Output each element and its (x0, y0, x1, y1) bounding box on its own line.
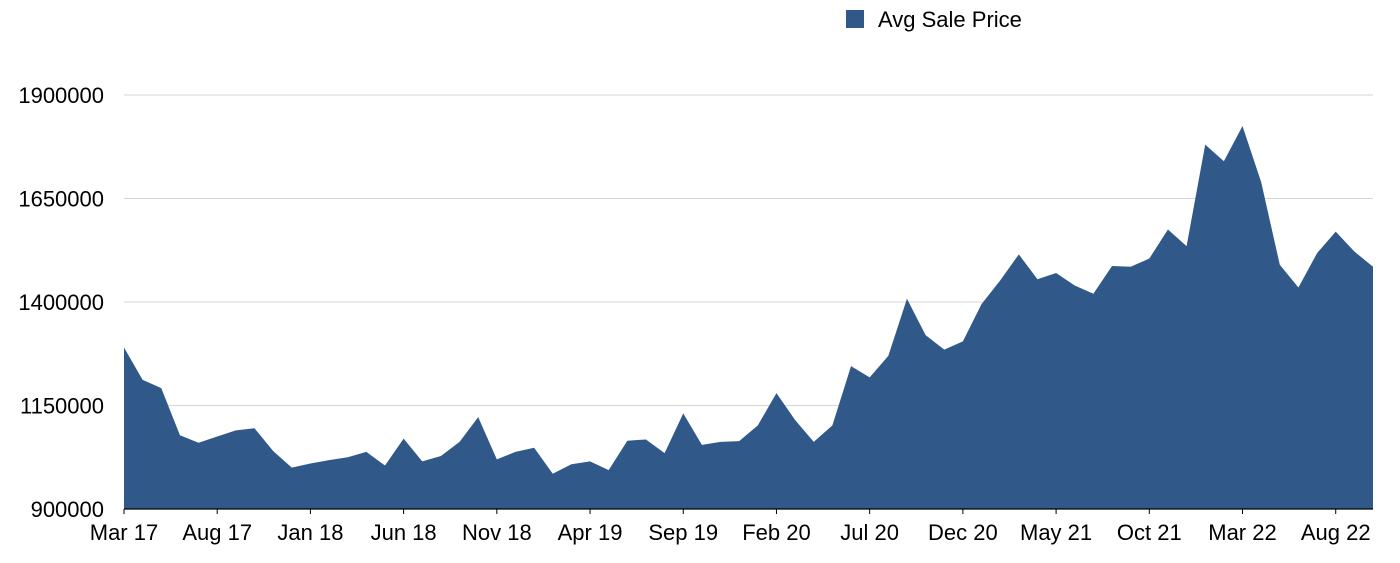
legend: Avg Sale Price (846, 7, 1022, 32)
y-tick-label: 1900000 (18, 83, 104, 108)
x-tick-label: Mar 17 (90, 520, 158, 545)
y-tick-label: 900000 (31, 497, 104, 522)
x-tick-label: Jan 18 (277, 520, 343, 545)
y-tick-label: 1400000 (18, 290, 104, 315)
x-tick-label: Jul 20 (840, 520, 899, 545)
x-tick-label: Jun 18 (371, 520, 437, 545)
y-axis: 900000 1150000 1400000 1650000 1900000 (18, 83, 104, 522)
x-tick-label: Mar 22 (1208, 520, 1276, 545)
x-tick-label: Aug 17 (182, 520, 252, 545)
x-tick-label: May 21 (1020, 520, 1092, 545)
y-tick-label: 1150000 (20, 394, 104, 419)
x-tick-label: Nov 18 (462, 520, 532, 545)
legend-swatch (846, 10, 864, 28)
x-tick-label: Sep 19 (648, 520, 718, 545)
area-series-avg-sale-price (124, 126, 1373, 510)
x-axis: Mar 17 Aug 17 Jan 18 Jun 18 Nov 18 Apr 19 Sep … (90, 508, 1373, 545)
x-tick-label: Apr 19 (558, 520, 623, 545)
x-tick-label: Feb 20 (742, 520, 811, 545)
x-tick-label: Aug 22 (1301, 520, 1371, 545)
y-tick-label: 1650000 (18, 187, 104, 212)
x-tick-label: Oct 21 (1117, 520, 1182, 545)
legend-label: Avg Sale Price (878, 7, 1022, 32)
x-tick-label: Dec 20 (928, 520, 998, 545)
